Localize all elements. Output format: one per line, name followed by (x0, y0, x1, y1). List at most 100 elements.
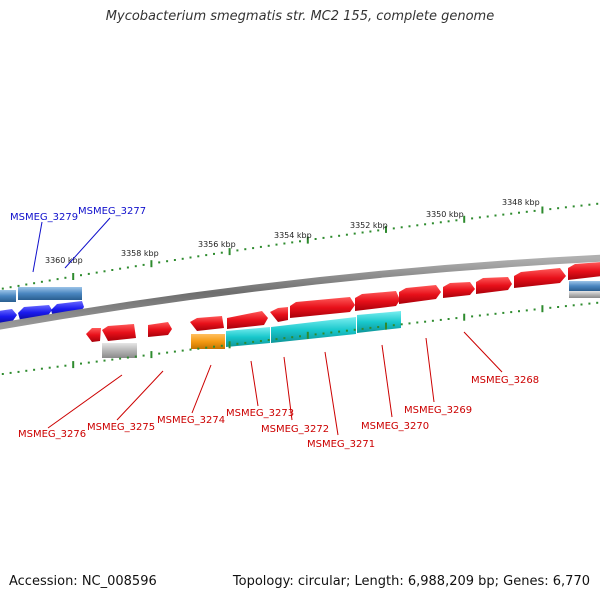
leader-line (381, 344, 393, 418)
gene-label-msmeg-3274[interactable]: MSMEG_3274 (157, 415, 225, 426)
minor-tick (353, 232, 356, 235)
feature-orange-3274[interactable] (191, 334, 225, 349)
minor-tick (197, 255, 200, 258)
gene-label-msmeg-3277[interactable]: MSMEG_3277 (78, 206, 146, 217)
major-tick (150, 351, 153, 359)
gene-msmeg-3272[interactable] (270, 307, 288, 322)
gene-msmeg-3269[interactable] (399, 285, 441, 304)
minor-tick (549, 208, 552, 211)
gene-msmeg-3273[interactable] (227, 311, 268, 329)
minor-tick (408, 225, 411, 228)
minor-tick (25, 283, 28, 286)
minor-tick (447, 220, 450, 223)
leader-line (64, 217, 111, 269)
minor-tick (447, 318, 450, 320)
major-tick (463, 313, 466, 321)
gene-msmeg-3270[interactable] (355, 291, 400, 311)
feature-gray-right[interactable] (569, 291, 600, 298)
minor-tick (392, 227, 395, 230)
feature-steel-right[interactable] (569, 281, 600, 291)
gene-msmeg-3279[interactable] (0, 309, 17, 324)
gene-label-msmeg-3272[interactable]: MSMEG_3272 (261, 424, 329, 435)
feature-cyan-3273[interactable] (226, 327, 270, 347)
minor-tick (345, 233, 348, 236)
minor-tick (275, 338, 278, 341)
minor-tick (80, 362, 82, 365)
gene-msmeg-3275[interactable] (102, 324, 136, 341)
minor-tick (369, 230, 372, 233)
minor-tick (87, 272, 90, 275)
feature-cyan-3271[interactable] (357, 311, 401, 333)
minor-tick (267, 244, 270, 247)
minor-tick (494, 312, 497, 315)
gene-label-msmeg-3279[interactable]: MSMEG_3279 (10, 212, 78, 223)
gene-label-msmeg-3270[interactable]: MSMEG_3270 (361, 421, 429, 432)
scale-label: 3354 kbp (274, 231, 312, 240)
minor-tick (119, 357, 122, 360)
leader-line (116, 370, 164, 421)
minor-tick (338, 234, 341, 237)
minor-tick (533, 308, 536, 311)
minor-tick (40, 367, 43, 370)
minor-tick (478, 216, 481, 219)
minor-tick (510, 311, 513, 314)
gene-msmeg-3275b[interactable] (148, 322, 172, 337)
minor-tick (330, 235, 333, 238)
minor-tick (486, 313, 489, 316)
minor-tick (252, 340, 255, 343)
minor-tick (33, 282, 36, 285)
minor-tick (95, 360, 98, 363)
minor-tick (455, 317, 458, 320)
minor-tick (299, 335, 301, 338)
major-tick (228, 248, 231, 256)
gene-label-msmeg-3269[interactable]: MSMEG_3269 (404, 405, 472, 416)
gene-msmeg-3274[interactable] (190, 316, 224, 331)
minor-tick (502, 213, 505, 216)
forward-strand-genes (86, 262, 600, 342)
minor-tick (549, 306, 552, 309)
minor-tick (416, 321, 419, 324)
minor-tick (267, 339, 270, 341)
gene-msmeg-3279-segment[interactable] (0, 290, 16, 302)
gene-label-msmeg-3271[interactable]: MSMEG_3271 (307, 439, 375, 450)
feature-gray-3276[interactable] (102, 343, 137, 358)
minor-tick (557, 207, 560, 210)
minor-tick (596, 301, 599, 304)
gene-label-msmeg-3273[interactable]: MSMEG_3273 (226, 408, 294, 419)
minor-tick (181, 349, 184, 352)
gene-label-msmeg-3276[interactable]: MSMEG_3276 (18, 429, 86, 440)
gene-label-msmeg-3268[interactable]: MSMEG_3268 (471, 375, 539, 386)
minor-tick (17, 284, 20, 287)
gene-msmeg-3267[interactable] (514, 268, 566, 288)
major-tick (72, 361, 75, 369)
minor-tick (244, 248, 247, 251)
minor-tick (1, 287, 4, 290)
minor-tick (291, 336, 294, 339)
major-tick (72, 273, 75, 280)
minor-tick (486, 215, 489, 218)
gene-label-msmeg-3275[interactable]: MSMEG_3275 (87, 422, 155, 433)
major-tick (228, 341, 231, 349)
gene-msmeg-3271[interactable] (290, 297, 355, 318)
minor-tick (158, 261, 161, 264)
gene-msmeg-3268[interactable] (476, 277, 512, 294)
gene-msmeg-3278-segment[interactable] (18, 287, 82, 300)
minor-tick (80, 274, 82, 277)
gene-msmeg-3266[interactable] (568, 262, 600, 280)
gene-msmeg-3269b[interactable] (443, 282, 475, 298)
minor-tick (283, 242, 286, 245)
gene-msmeg-3276[interactable] (86, 328, 101, 342)
leader-line (283, 356, 293, 421)
minor-tick (416, 224, 419, 227)
minor-tick (25, 369, 28, 372)
scale-label: 3352 kbp (350, 221, 388, 230)
major-tick (541, 206, 544, 214)
genome-summary-text: Topology: circular; Length: 6,988,209 bp… (232, 574, 590, 589)
leader-line (425, 337, 435, 403)
minor-tick (1, 373, 4, 375)
minor-tick (283, 337, 286, 340)
minor-tick (64, 276, 67, 279)
minor-tick (338, 330, 341, 333)
minor-tick (400, 226, 403, 229)
